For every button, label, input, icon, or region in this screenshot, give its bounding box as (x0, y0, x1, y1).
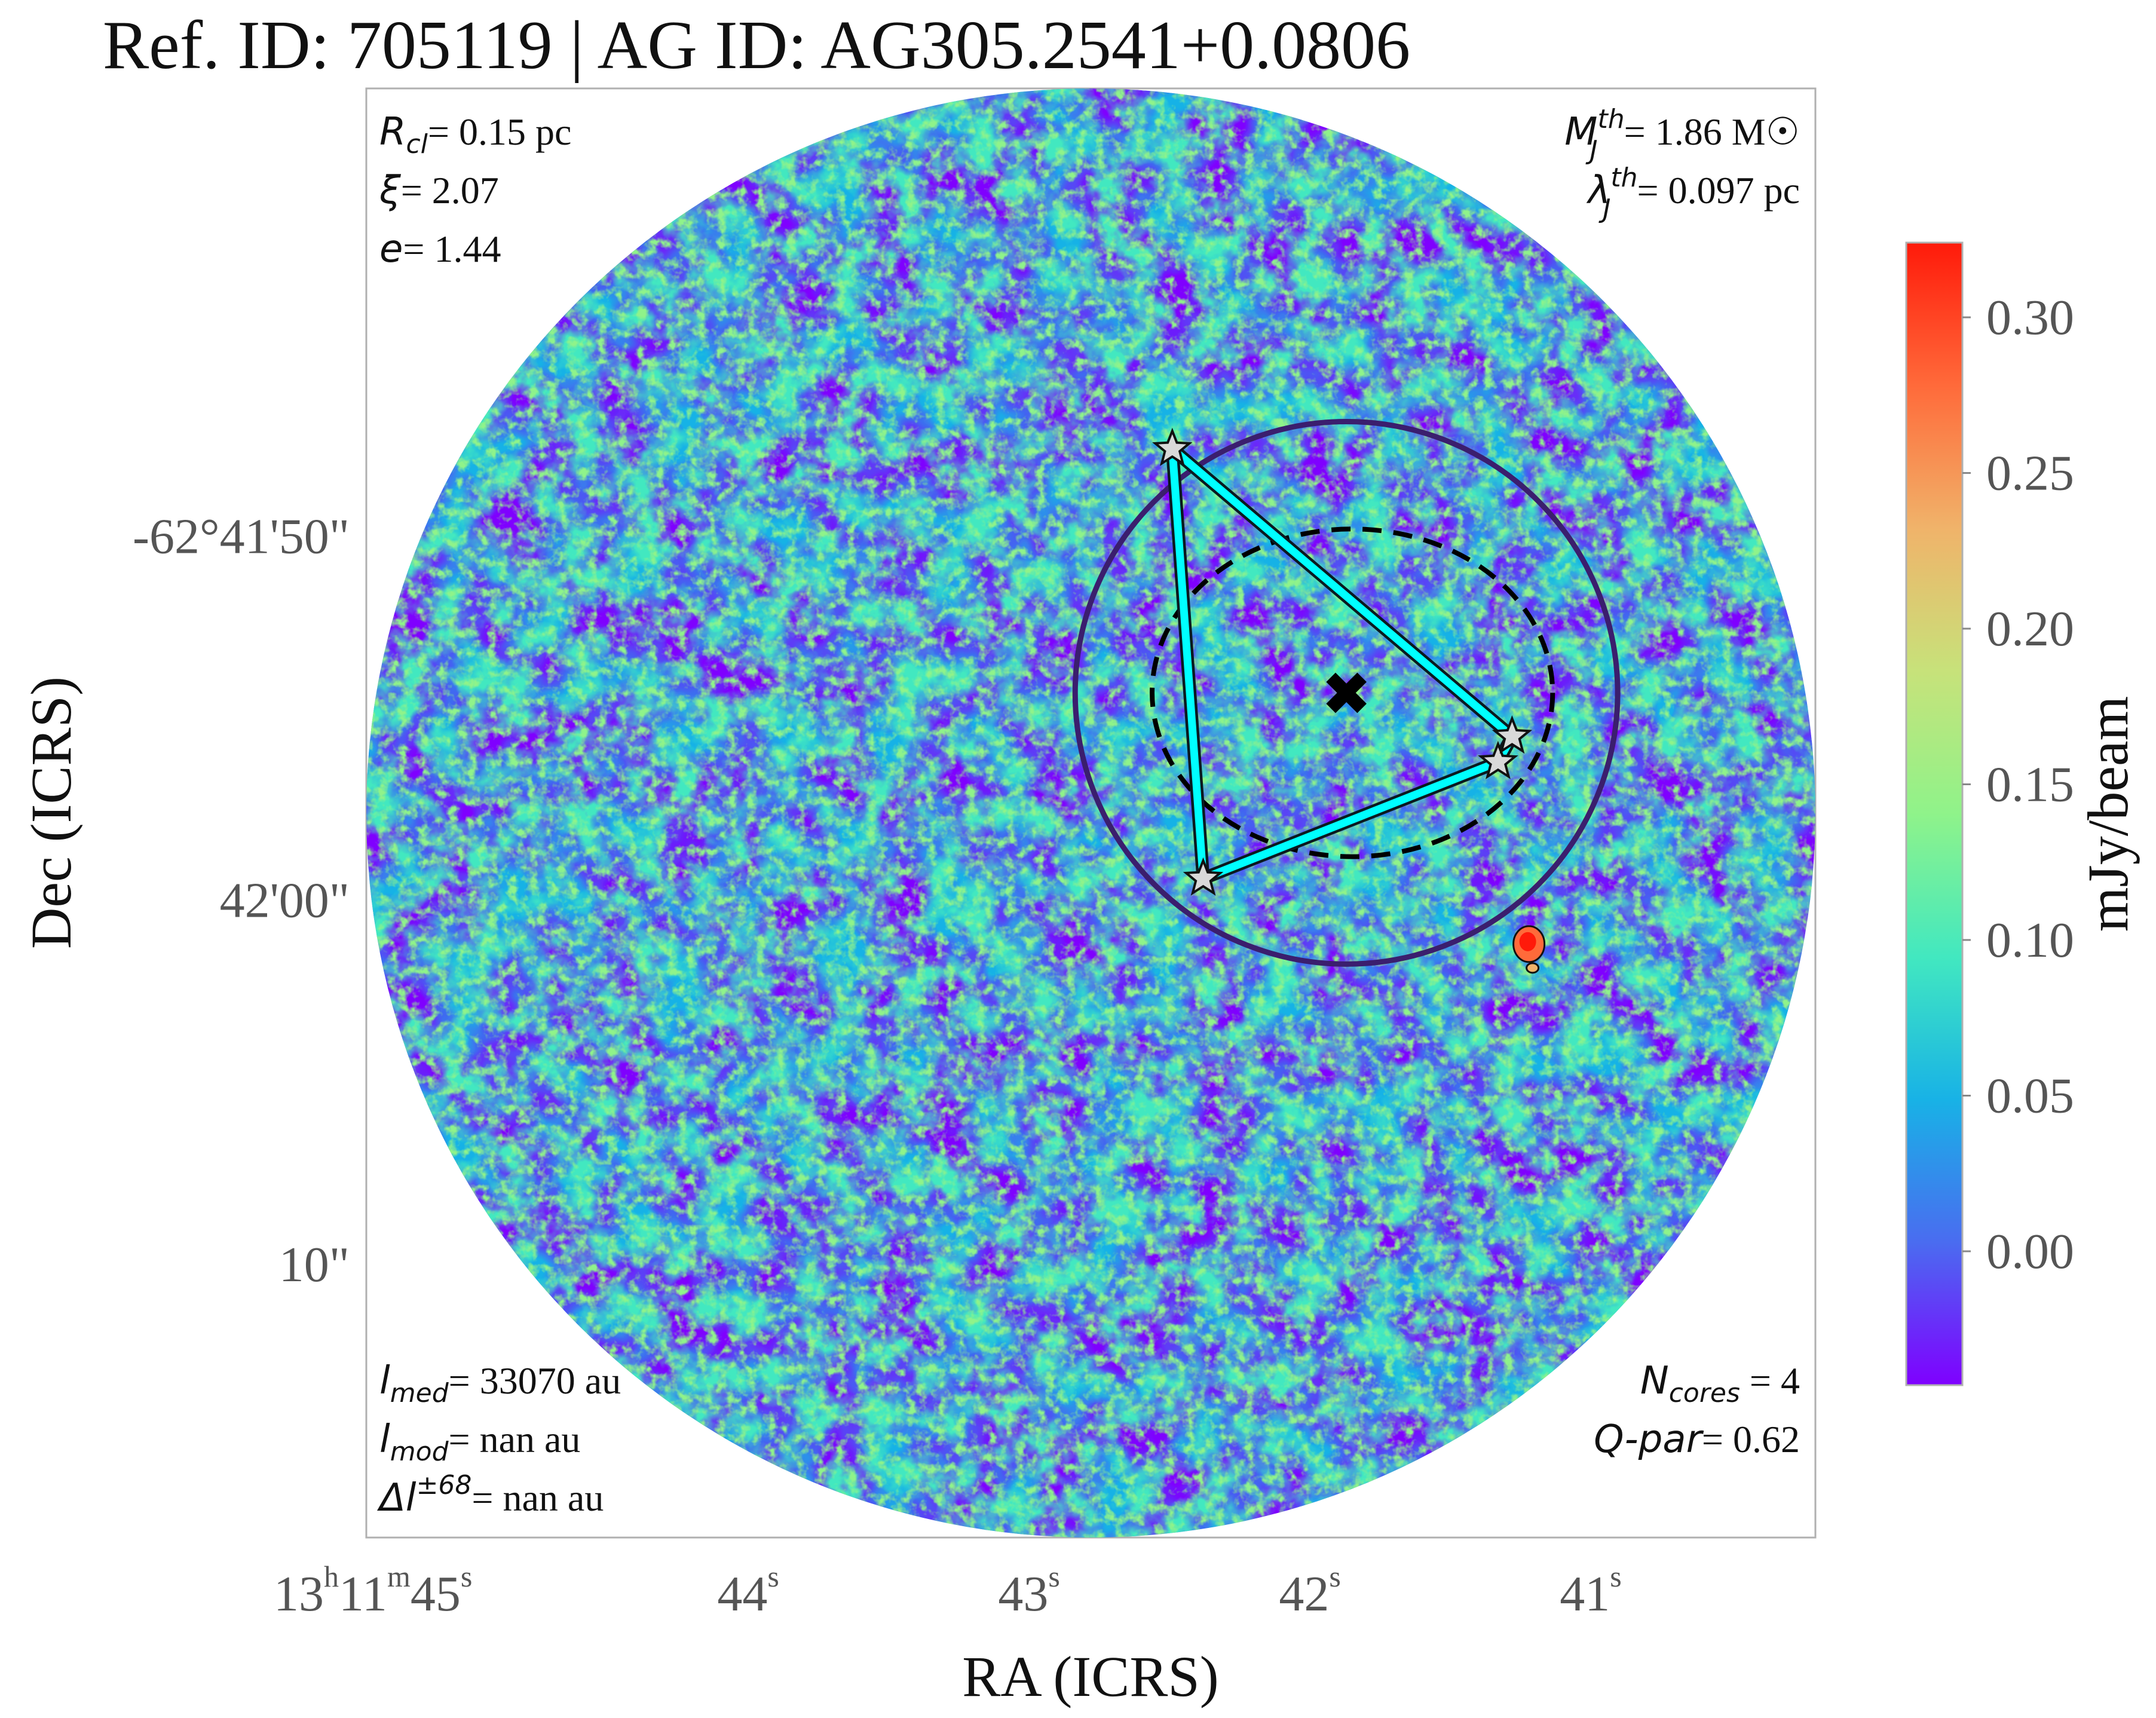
core-star-marker (1478, 740, 1518, 779)
x-marker (1326, 672, 1367, 713)
annotation-bottom-right: Ncores = 4 Q-par= 0.62 (1594, 1359, 1800, 1462)
x-tick: 13h11m45s (274, 1560, 472, 1622)
bright-source-tail (1526, 962, 1540, 974)
annotation-line: Rcl= 0.15 pc (379, 110, 571, 160)
annotation-line: Ncores = 4 (1640, 1359, 1800, 1408)
colorbar-tick: 0.20 (1962, 601, 2074, 657)
y-tick-label: -62°41'50" (133, 509, 350, 564)
mst-edge (1165, 442, 1210, 886)
colorbar-tick: 0.15 (1962, 757, 2074, 813)
colorbar-label: mJy/beam (2076, 696, 2140, 932)
colorbar-ticks: 0.30 0.25 0.20 0.15 0.10 0.05 0.00 (1962, 290, 2074, 1279)
emission-map (366, 88, 1815, 1538)
colorbar-bar (1905, 241, 1964, 1386)
clump-center-marker (1326, 672, 1367, 713)
clump-ellipse (1150, 526, 1555, 859)
clump-circle (1072, 419, 1621, 967)
x-tick: 41s (1560, 1560, 1621, 1622)
annotation-line: Q-par= 0.62 (1594, 1417, 1800, 1462)
x-tick-label: 42s (1279, 1560, 1340, 1622)
core-star-marker (1183, 857, 1224, 896)
x-tick-label: 44s (717, 1560, 779, 1622)
core-markers (1152, 427, 1533, 896)
colorbar-tick-label: 0.00 (1986, 1224, 2074, 1279)
colorbar-tick: 0.00 (1962, 1224, 2074, 1279)
y-tick-label: 10" (279, 1237, 350, 1293)
mst-edge (1196, 755, 1505, 886)
core-star-marker (1152, 427, 1193, 466)
y-axis-ticks: -62°41'50" 42'00" 10" (133, 509, 350, 1293)
annotation-line: Δl±68= nan au (376, 1470, 604, 1520)
core-star-marker (1492, 715, 1533, 754)
colorbar-tick: 0.05 (1962, 1068, 2074, 1123)
x-tick-label: 13h11m45s (274, 1560, 472, 1622)
annotation-line: lmod= nan au (379, 1417, 580, 1467)
x-axis-ticks: 13h11m45s 44s 43s 42s 41s (274, 1560, 1622, 1622)
annotation-top-left: Rcl= 0.15 pc ξ= 2.07 e= 1.44 (379, 110, 571, 271)
y-tick-label: 42'00" (220, 873, 350, 929)
chart-title: Ref. ID: 705119 | AG ID: AG305.2541+0.08… (103, 7, 1410, 84)
annotation-line: λth J = 0.097 pc (1587, 163, 1800, 224)
noise-layer-green (366, 88, 1815, 1538)
colorbar-tick: 0.25 (1962, 446, 2074, 501)
x-tick: 44s (717, 1560, 779, 1622)
annotation-line: Mth J = 1.86 M☉ (1564, 104, 1800, 166)
y-axis-label: Dec (ICRS) (19, 676, 83, 949)
bright-source (1512, 925, 1546, 974)
colorbar-tick-label: 0.25 (1986, 446, 2074, 501)
annotation-line: lmed= 33070 au (379, 1359, 621, 1408)
colorbar-tick-label: 0.05 (1986, 1068, 2074, 1123)
annotation-top-right: Mth J = 1.86 M☉λth J = 0.097 pc (1564, 104, 1800, 224)
annotation-line: ξ= 2.07 (379, 169, 499, 213)
bright-source-peak (1519, 932, 1536, 951)
x-tick: 42s (1279, 1560, 1340, 1622)
colorbar-tick: 0.10 (1962, 912, 2074, 968)
colorbar-tick: 0.30 (1962, 290, 2074, 345)
x-tick: 43s (998, 1560, 1059, 1622)
colorbar: 0.30 0.25 0.20 0.15 0.10 0.05 0.00 mJy/beam (1905, 241, 2140, 1386)
overlays (1072, 419, 1621, 967)
colorbar-tick-label: 0.30 (1986, 290, 2074, 345)
colorbar-tick-label: 0.10 (1986, 912, 2074, 968)
mst-edge (1165, 442, 1519, 743)
annotation-line: e= 1.44 (379, 227, 501, 271)
colorbar-tick-label: 0.15 (1986, 757, 2074, 813)
x-tick-label: 43s (998, 1560, 1059, 1622)
colorbar-tick-label: 0.20 (1986, 601, 2074, 657)
x-axis-label: RA (ICRS) (962, 1644, 1218, 1708)
x-tick-label: 41s (1560, 1560, 1621, 1622)
